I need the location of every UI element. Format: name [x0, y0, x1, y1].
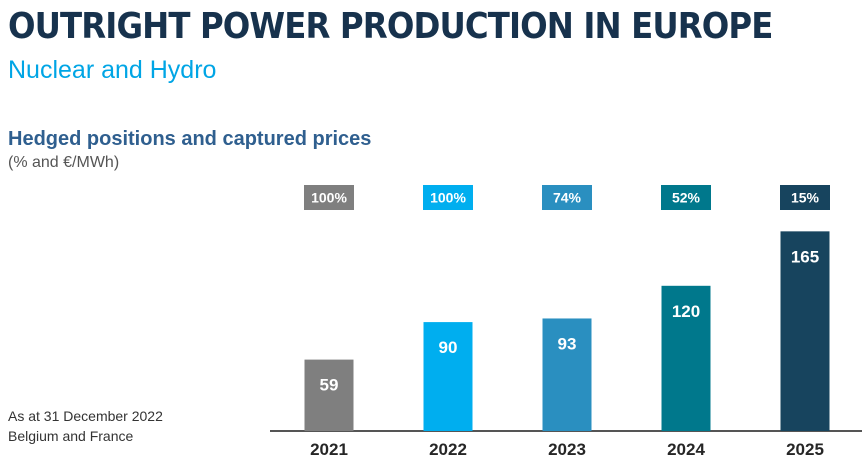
- page-subtitle: Nuclear and Hydro: [8, 56, 217, 84]
- bar: [542, 318, 592, 431]
- x-tick-label: 2021: [310, 440, 348, 459]
- chart-heading: Hedged positions and captured prices: [8, 128, 372, 150]
- bar: [423, 322, 473, 431]
- chart-units: (% and €/MWh): [8, 154, 120, 171]
- bar-value-label: 93: [558, 334, 577, 353]
- hedge-badge-label: 100%: [430, 190, 466, 206]
- bar-value-label: 59: [320, 376, 339, 395]
- bar: [304, 359, 354, 431]
- hedge-badge: [542, 185, 592, 210]
- hedge-badge-label: 74%: [553, 190, 582, 206]
- bar-value-label: 90: [439, 338, 458, 357]
- hedge-badge-label: 15%: [791, 190, 820, 206]
- bar-value-label: 120: [672, 302, 700, 321]
- footnote-date: As at 31 December 2022: [8, 408, 163, 424]
- footnote-scope: Belgium and France: [8, 428, 134, 444]
- hedge-badge-label: 52%: [672, 190, 701, 206]
- x-tick-label: 2025: [786, 440, 824, 459]
- hedge-badge: [423, 185, 473, 210]
- page-title: OUTRIGHT POWER PRODUCTION IN EUROPE: [8, 6, 773, 47]
- hedge-badge: [780, 185, 830, 210]
- hedge-badge-label: 100%: [311, 190, 347, 206]
- hedge-badge: [304, 185, 354, 210]
- x-tick-label: 2022: [429, 440, 467, 459]
- hedge-badge: [661, 185, 711, 210]
- bar: [780, 231, 830, 431]
- x-tick-label: 2023: [548, 440, 586, 459]
- bar: [661, 285, 711, 431]
- bar-value-label: 165: [791, 247, 819, 266]
- x-tick-label: 2024: [667, 440, 705, 459]
